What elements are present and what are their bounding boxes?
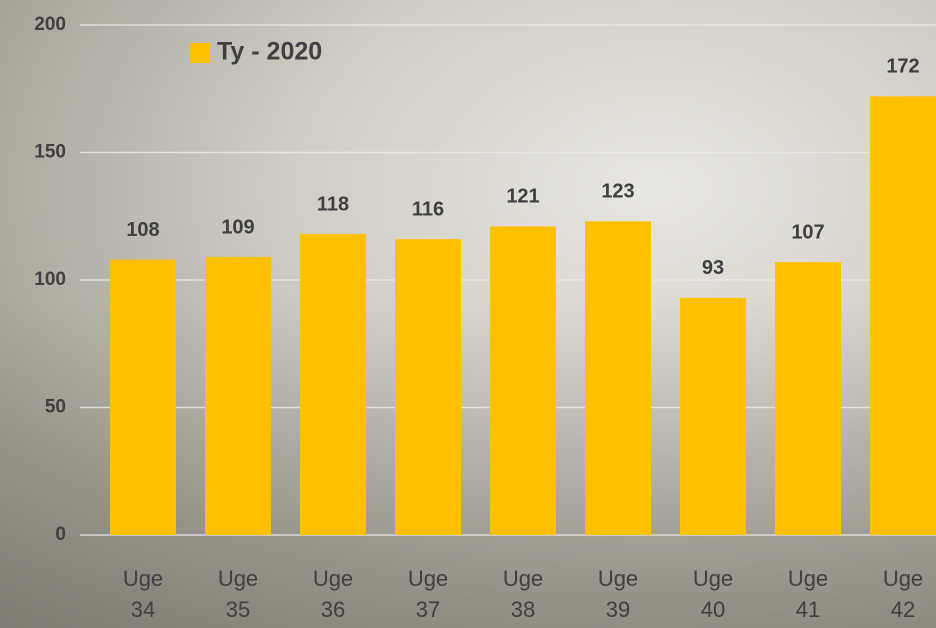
bar — [490, 226, 556, 535]
plot: 0 50 100 150 200 Ty - 2020 108 109 118 116 121 123 9… — [0, 0, 936, 628]
x-tick-label: Uge 39 — [588, 563, 648, 625]
x-tick-label: Uge 37 — [398, 563, 458, 625]
bar — [680, 298, 746, 535]
bar — [585, 221, 651, 535]
y-tick-label: 50 — [45, 397, 66, 418]
bar — [205, 257, 271, 535]
x-tick-label: Uge 35 — [208, 563, 268, 625]
data-label: 172 — [886, 56, 919, 78]
legend-swatch — [190, 43, 210, 63]
x-tick-label: Uge 38 — [493, 563, 553, 625]
chart: 0 50 100 150 200 Ty - 2020 108 109 118 116 121 123 9… — [0, 0, 936, 628]
data-label: 109 — [221, 216, 254, 238]
data-label: 121 — [506, 186, 539, 208]
x-tick-label: Uge 36 — [303, 563, 363, 625]
y-tick-label: 200 — [34, 14, 66, 35]
bar — [775, 262, 841, 535]
x-tick-label: Uge 40 — [683, 563, 743, 625]
y-tick-label: 150 — [34, 142, 66, 163]
bar — [870, 96, 936, 535]
y-tick-label: 100 — [34, 269, 66, 290]
x-tick-label: Uge 42 — [873, 563, 933, 625]
x-tick-label: Uge 34 — [113, 563, 173, 625]
data-label: 123 — [601, 181, 634, 203]
data-label: 118 — [317, 193, 349, 215]
bar — [300, 234, 366, 535]
data-label: 107 — [791, 221, 824, 243]
legend-label: Ty - 2020 — [217, 38, 322, 66]
data-label: 116 — [412, 198, 444, 220]
x-tick-label: Uge 41 — [778, 563, 838, 625]
bar — [110, 260, 176, 535]
bar — [395, 239, 461, 535]
y-tick-label: 0 — [55, 524, 66, 545]
data-label: 93 — [702, 257, 724, 279]
data-label: 108 — [126, 219, 159, 241]
